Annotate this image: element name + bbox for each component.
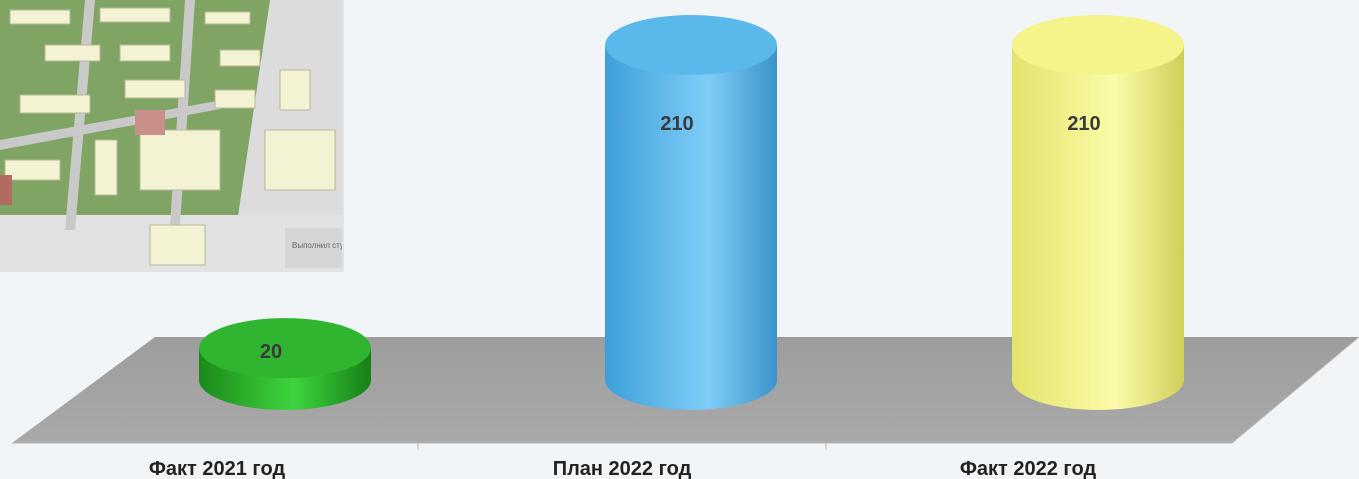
photo-caption: Выполнил сту... [292,241,342,250]
bar-body [1012,45,1184,410]
floor-edge [1231,336,1359,444]
bar-2 [605,15,777,410]
bar-top [1012,15,1184,75]
category-label: Факт 2022 год [960,458,1097,479]
category-label: План 2022 год [553,458,692,479]
data-label: 210 [660,113,693,135]
bar-top [199,318,371,379]
category-label: Факт 2021 год [149,458,286,479]
bar-top [605,15,777,75]
data-label: 20 [260,341,282,363]
bar-3 [1012,15,1184,410]
district-photo: Выполнил сту... [0,0,344,272]
aerial-view-illustration: Выполнил сту... [0,0,342,270]
data-label: 210 [1067,113,1100,135]
bar-body [605,45,777,410]
bar-1 [199,318,371,410]
